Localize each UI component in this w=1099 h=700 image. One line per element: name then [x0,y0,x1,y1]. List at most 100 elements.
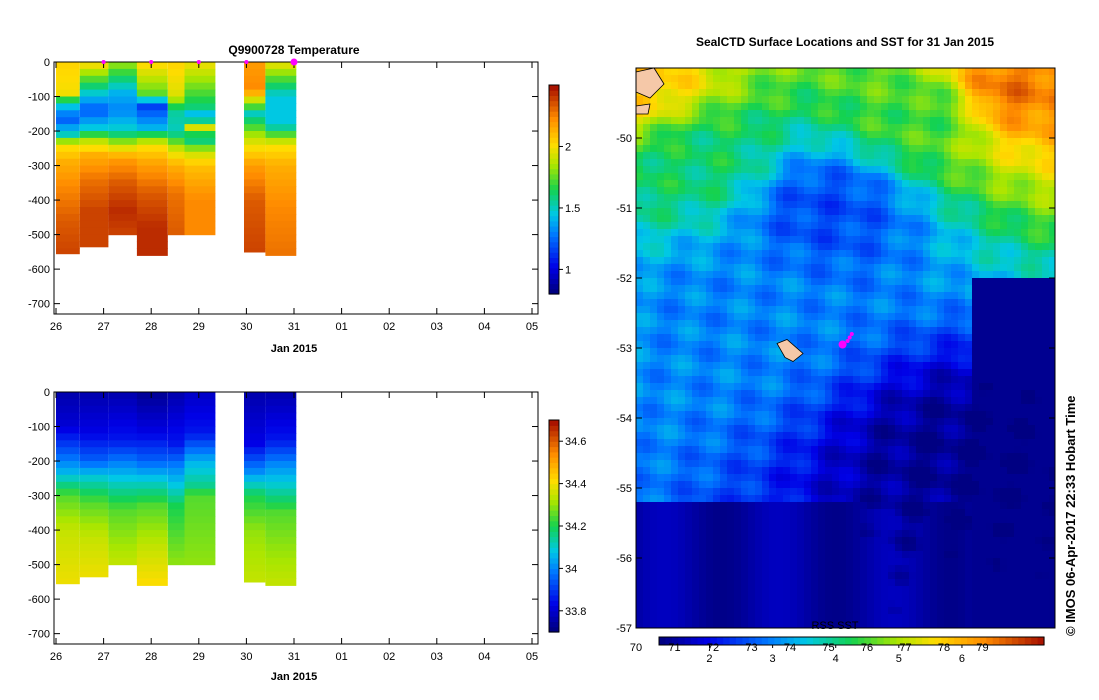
sst-cell [909,271,917,279]
sst-cell [965,495,973,503]
sst-cell [776,467,784,475]
sst-cell [867,502,875,510]
sst-cell [1000,390,1008,398]
section-cell [184,481,216,490]
sst-cell [881,75,889,83]
sst-cell [860,187,868,195]
sst-cell [916,432,924,440]
sst-cell [643,558,651,566]
section-cell [108,62,137,70]
sst-cell [1021,530,1029,538]
sst-cell [993,103,1001,111]
sst-cell [986,439,994,447]
sst-cell [783,334,791,342]
sst-cell [930,453,938,461]
sst-cell [762,257,770,265]
sst-cell [895,341,903,349]
sst-cell [951,117,959,125]
sst-cell [979,103,987,111]
sst-cell [811,551,819,559]
section-cell [56,433,80,441]
sst-cell [671,68,679,76]
sst-cell [832,208,840,216]
sst-cell [993,236,1001,244]
section-cell [184,68,216,77]
sst-cell [909,180,917,188]
sst-cell [811,313,819,321]
sst-cell [650,313,658,321]
sst-cell [643,411,651,419]
sst-cell [706,551,714,559]
sst-cell [671,376,679,384]
sst-cell [720,446,728,454]
sst-cell [1042,82,1050,90]
sst-cell [713,495,721,503]
sst-cell [741,313,749,321]
sst-cell [804,208,812,216]
sst-cell [853,215,861,223]
section-cell [184,227,216,236]
sst-cell [664,474,672,482]
sst-cell [685,397,693,405]
sst-cell [951,145,959,153]
sst-cell [1000,418,1008,426]
sst-cell [993,243,1001,251]
sst-cell [678,516,686,524]
sst-cell [944,376,952,384]
sst-cell [1007,138,1015,146]
sst-cell [944,327,952,335]
sst-cell [951,124,959,132]
sst-cell [1042,96,1050,104]
section-cell [184,186,216,194]
sst-cell [832,250,840,258]
sst-cell [972,481,980,489]
colorbar-swatch [549,568,559,575]
sst-cell [832,215,840,223]
sst-cell [811,530,819,538]
sst-cell [986,348,994,356]
sst-cell [692,488,700,496]
sst-cell [923,460,931,468]
section-cell [136,557,168,566]
sst-cell [1035,530,1043,538]
sst-cell [664,173,672,181]
sst-cell [713,96,721,104]
sst-cell [685,138,693,146]
sst-cell [986,89,994,97]
sst-cell [860,348,868,356]
sst-cell [678,334,686,342]
sst-cell [846,565,854,573]
sst-cell [860,397,868,405]
sst-cell [720,117,728,125]
sst-cell [888,390,896,398]
sst-cell [755,82,763,90]
sst-cell [727,397,735,405]
sst-cell [685,383,693,391]
sst-cell [713,376,721,384]
sst-cell [860,390,868,398]
sst-cell [853,488,861,496]
sst-cell [881,348,889,356]
sst-cell [671,341,679,349]
sst-cell [937,530,945,538]
sst-cell [797,334,805,342]
section-cell [136,433,168,441]
sst-cell [1049,243,1056,251]
section-cell [265,96,297,104]
sst-cell [909,229,917,237]
sst-cell [909,530,917,538]
sst-cell [832,502,840,510]
sst-cell [804,215,812,223]
sst-cell [650,432,658,440]
sst-cell [699,159,707,167]
sst-cell [650,460,658,468]
sst-cell [685,222,693,230]
sst-cell [1021,502,1029,510]
sst-cell [776,96,784,104]
section-cell [184,543,216,552]
sst-cell [1035,159,1043,167]
sst-cell [692,348,700,356]
sst-cell [783,271,791,279]
sst-cell [713,243,721,251]
sst-cell [741,229,749,237]
